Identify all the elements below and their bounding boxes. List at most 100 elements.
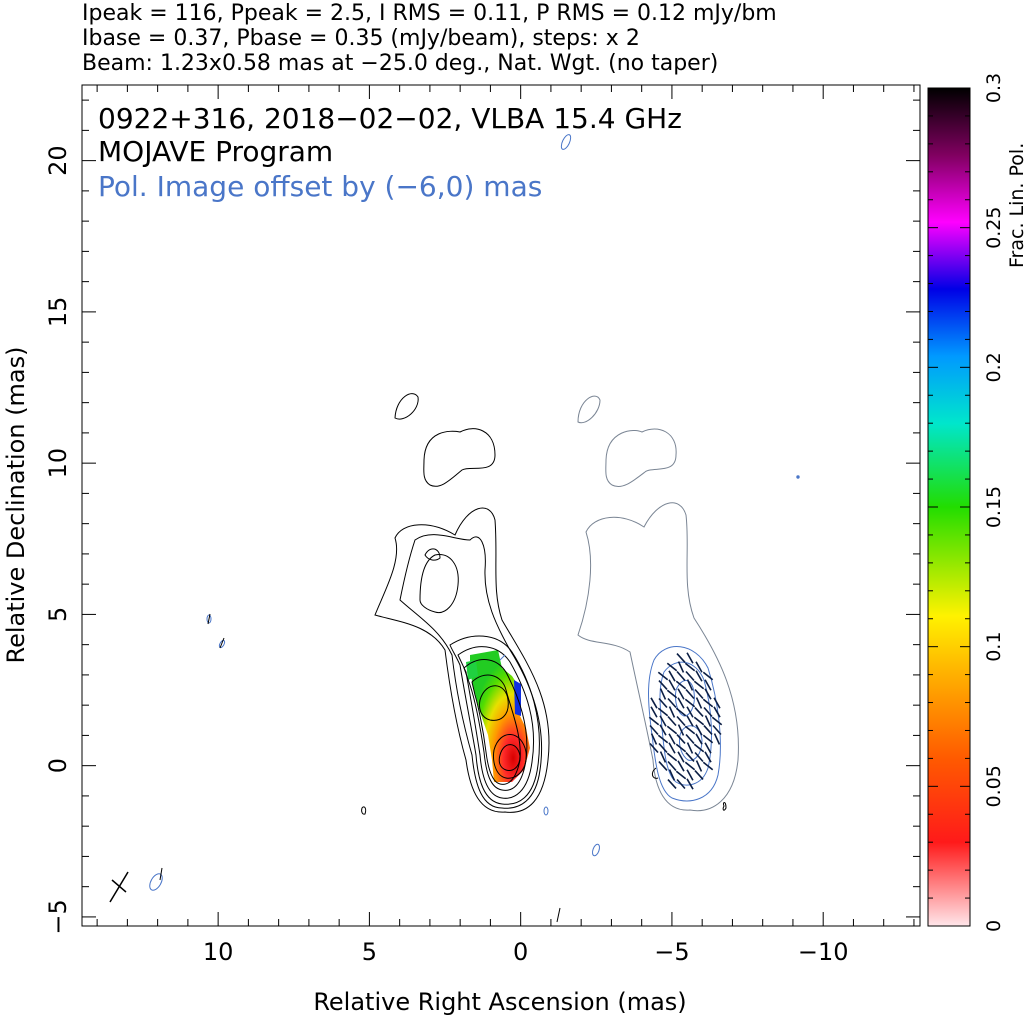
intensity-contour-2 — [399, 534, 543, 809]
evpa-tick — [659, 751, 667, 763]
evpa-tick — [675, 707, 687, 717]
pol-contour-small-mark — [499, 654, 506, 661]
x-tick-label: 5 — [362, 938, 377, 966]
evpa-tick — [676, 653, 686, 663]
evpa-tick — [658, 742, 668, 754]
intensity-contour-small-1 — [361, 806, 367, 815]
pol-contour-small-left — [651, 767, 659, 779]
evpa-tick — [666, 662, 678, 672]
evpa-tick — [659, 724, 667, 736]
evpa-tick — [657, 734, 669, 744]
evpa-tick — [685, 688, 695, 700]
evpa-tick — [667, 697, 677, 709]
evpa-tick — [693, 716, 705, 726]
intensity-contour-7 — [463, 659, 528, 791]
evpa-tick — [704, 679, 712, 691]
evpa-tick — [676, 778, 686, 790]
colorbar-tick-label: 0.05 — [983, 765, 1005, 807]
pol-isolated-outline — [577, 395, 601, 424]
evpa-tick — [666, 752, 678, 762]
evpa-tick — [712, 724, 722, 736]
evpa-tick — [695, 697, 703, 709]
intensity-contour-inner-core-2 — [498, 744, 521, 771]
evpa-tick — [702, 671, 714, 681]
evpa-tick — [703, 725, 713, 735]
y-tick-label: 15 — [44, 297, 72, 328]
evpa-tick — [676, 715, 686, 727]
pol-top-outline — [605, 428, 677, 487]
colorbar-tick-label: 0.1 — [983, 632, 1005, 662]
pol-contour-isolated-top — [560, 134, 572, 150]
evpa-tick — [693, 743, 705, 753]
x-tick-label: 0 — [513, 938, 528, 966]
colorbar-label: Frac. Lin. Pol. — [1006, 143, 1027, 268]
intensity-contour-inner-upper — [479, 685, 509, 721]
evpa-tick — [694, 770, 704, 780]
evpa-tick — [703, 706, 713, 718]
evpa-tick — [694, 751, 704, 763]
intensity-contour-5 — [449, 635, 540, 805]
evpa-ticks — [648, 652, 723, 790]
intensity-contour-inner-core-1 — [493, 734, 527, 779]
stray-mark-bottom — [556, 907, 561, 923]
evpa-tick — [695, 733, 703, 745]
evpa-tick — [711, 716, 723, 726]
intensity-contour-6 — [457, 646, 535, 799]
frac-pol-green-patch — [466, 660, 478, 680]
evpa-tick — [668, 706, 676, 718]
intensity-contour-4 — [424, 548, 441, 561]
evpa-tick — [675, 770, 687, 780]
evpa-tick — [686, 769, 694, 781]
intensity-contour-top-blob — [423, 428, 496, 487]
evpa-tick — [657, 707, 669, 717]
axes: 10 5 0 −5 −10 −5 0 5 10 15 20 — [44, 85, 920, 966]
evpa-tick — [686, 742, 694, 754]
y-tick-label: 10 — [44, 448, 72, 479]
y-tick-label: 5 — [44, 607, 72, 622]
pol-contour-outer — [648, 646, 721, 802]
evpa-tick — [713, 733, 721, 745]
pol-contour-isolated-bottom-left — [149, 873, 163, 891]
y-tick-label: −5 — [44, 899, 72, 934]
evpa-tick — [695, 724, 703, 736]
intensity-contour-3 — [419, 554, 459, 614]
stray-mark-left-1 — [207, 613, 211, 625]
intensity-contour-8 — [471, 674, 521, 785]
evpa-tick — [684, 698, 696, 708]
stray-mark-left-3 — [159, 867, 163, 881]
evpa-tick — [667, 779, 677, 789]
evpa-tick — [686, 715, 694, 727]
program-label: MOJAVE Program — [98, 135, 333, 168]
header-line-3: Beam: 1.23x0.58 mas at −25.0 deg., Nat. … — [82, 51, 719, 76]
evpa-tick — [657, 671, 669, 681]
pol-contour-isolated-small — [543, 806, 549, 816]
evpa-tick — [677, 751, 685, 763]
colorbar-tick-label: 0.2 — [983, 352, 1005, 382]
evpa-tick — [675, 680, 687, 690]
evpa-tick — [684, 662, 696, 672]
colorbar-tick-label: 0.15 — [983, 486, 1005, 528]
evpa-tick — [666, 725, 678, 735]
evpa-tick — [677, 697, 685, 709]
evpa-tick — [704, 715, 712, 727]
plot-content — [109, 134, 800, 923]
evpa-tick — [695, 670, 703, 682]
pol-total-outline — [577, 502, 739, 812]
stray-mark-left-2 — [219, 637, 225, 649]
evpa-tick — [666, 689, 678, 699]
source-label: 0922+316, 2018−02−02, VLBA 15.4 GHz — [98, 102, 682, 135]
evpa-tick — [668, 670, 676, 682]
evpa-tick — [686, 652, 694, 664]
evpa-tick — [676, 670, 686, 682]
x-tick-label: −5 — [654, 938, 689, 966]
evpa-tick — [702, 761, 714, 771]
evpa-tick — [677, 688, 685, 700]
evpa-tick — [648, 716, 660, 726]
evpa-tick — [676, 733, 686, 745]
x-tick-label: −10 — [798, 938, 849, 966]
evpa-tick — [684, 725, 696, 735]
evpa-tick — [713, 706, 721, 718]
colorbar-tick-label: 0.25 — [983, 207, 1005, 249]
evpa-tick — [694, 688, 704, 700]
evpa-tick — [668, 733, 676, 745]
